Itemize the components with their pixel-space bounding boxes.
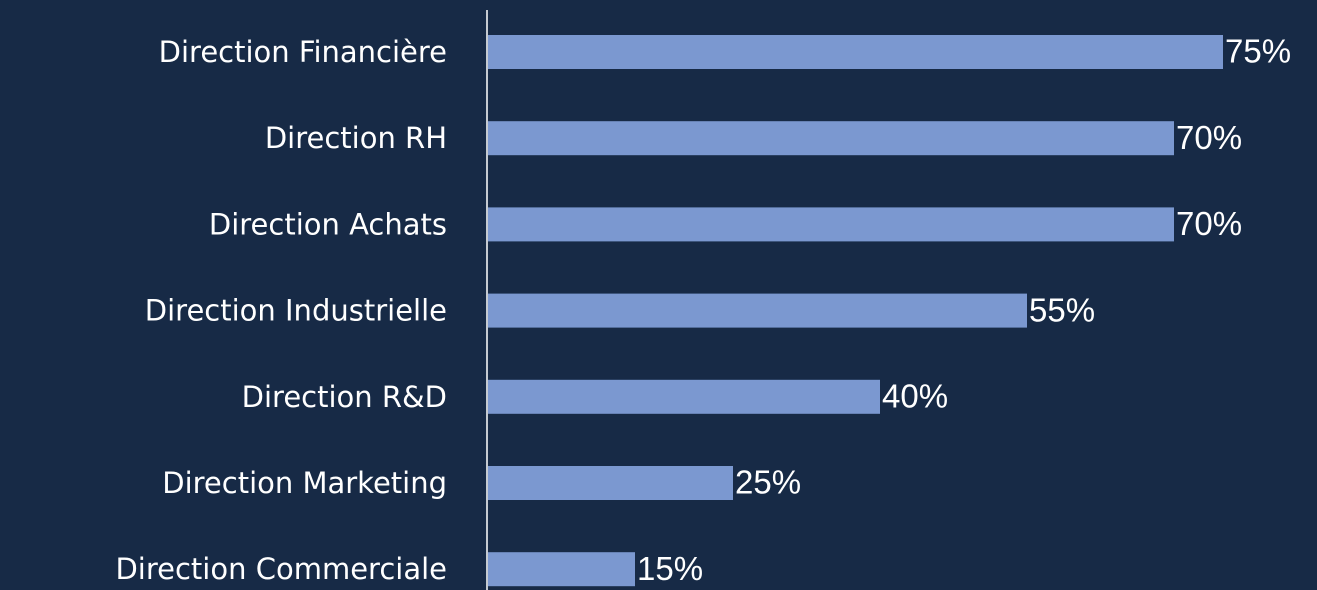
- value-label: 75%: [1225, 33, 1291, 70]
- value-label: 70%: [1176, 119, 1242, 156]
- value-label: 40%: [882, 378, 948, 415]
- bar: [488, 35, 1223, 69]
- category-label: Direction Industrielle: [145, 294, 447, 328]
- category-label: Direction Financière: [159, 35, 447, 69]
- category-label: Direction R&D: [242, 380, 447, 414]
- bar: [488, 121, 1174, 156]
- category-label: Direction Commerciale: [115, 552, 447, 586]
- category-label: Direction RH: [265, 121, 447, 155]
- value-label: 55%: [1029, 291, 1095, 328]
- bar: [488, 293, 1027, 328]
- category-label: Direction Marketing: [162, 466, 447, 500]
- value-label: 25%: [735, 464, 801, 501]
- category-label: Direction Achats: [209, 207, 447, 241]
- bar: [488, 207, 1174, 242]
- value-label: 70%: [1176, 205, 1242, 242]
- bar: [488, 466, 733, 500]
- bar: [488, 552, 635, 587]
- bar: [488, 379, 880, 414]
- value-label: 15%: [637, 550, 703, 587]
